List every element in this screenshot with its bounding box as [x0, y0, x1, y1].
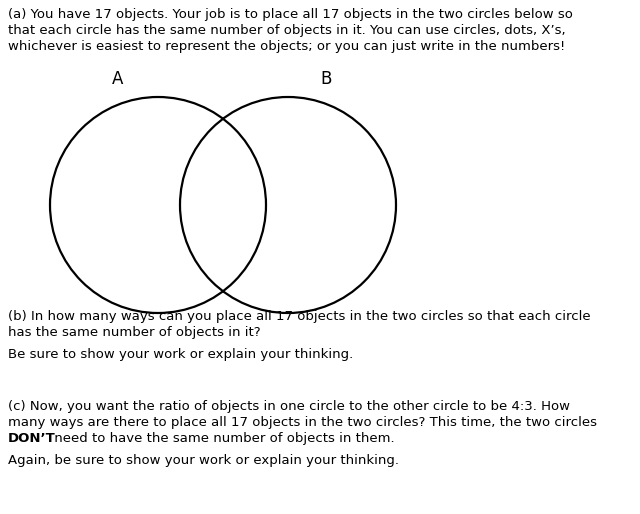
Text: Again, be sure to show your work or explain your thinking.: Again, be sure to show your work or expl…	[8, 454, 399, 467]
Text: many ways are there to place all 17 objects in the two circles? This time, the t: many ways are there to place all 17 obje…	[8, 416, 597, 429]
Text: has the same number of objects in it?: has the same number of objects in it?	[8, 326, 260, 339]
Text: (c) Now, you want the ratio of objects in one circle to the other circle to be 4: (c) Now, you want the ratio of objects i…	[8, 400, 570, 413]
Text: B: B	[320, 70, 332, 88]
Text: that each circle has the same number of objects in it. You can use circles, dots: that each circle has the same number of …	[8, 24, 566, 37]
Text: A: A	[112, 70, 124, 88]
Text: whichever is easiest to represent the objects; or you can just write in the numb: whichever is easiest to represent the ob…	[8, 40, 565, 53]
Text: Be sure to show your work or explain your thinking.: Be sure to show your work or explain you…	[8, 348, 353, 361]
Text: DON’T: DON’T	[8, 432, 56, 445]
Text: (a) You have 17 objects. Your job is to place all 17 objects in the two circles : (a) You have 17 objects. Your job is to …	[8, 8, 573, 21]
Text: (b) In how many ways can you place all 17 objects in the two circles so that eac: (b) In how many ways can you place all 1…	[8, 310, 591, 323]
Text: need to have the same number of objects in them.: need to have the same number of objects …	[50, 432, 395, 445]
